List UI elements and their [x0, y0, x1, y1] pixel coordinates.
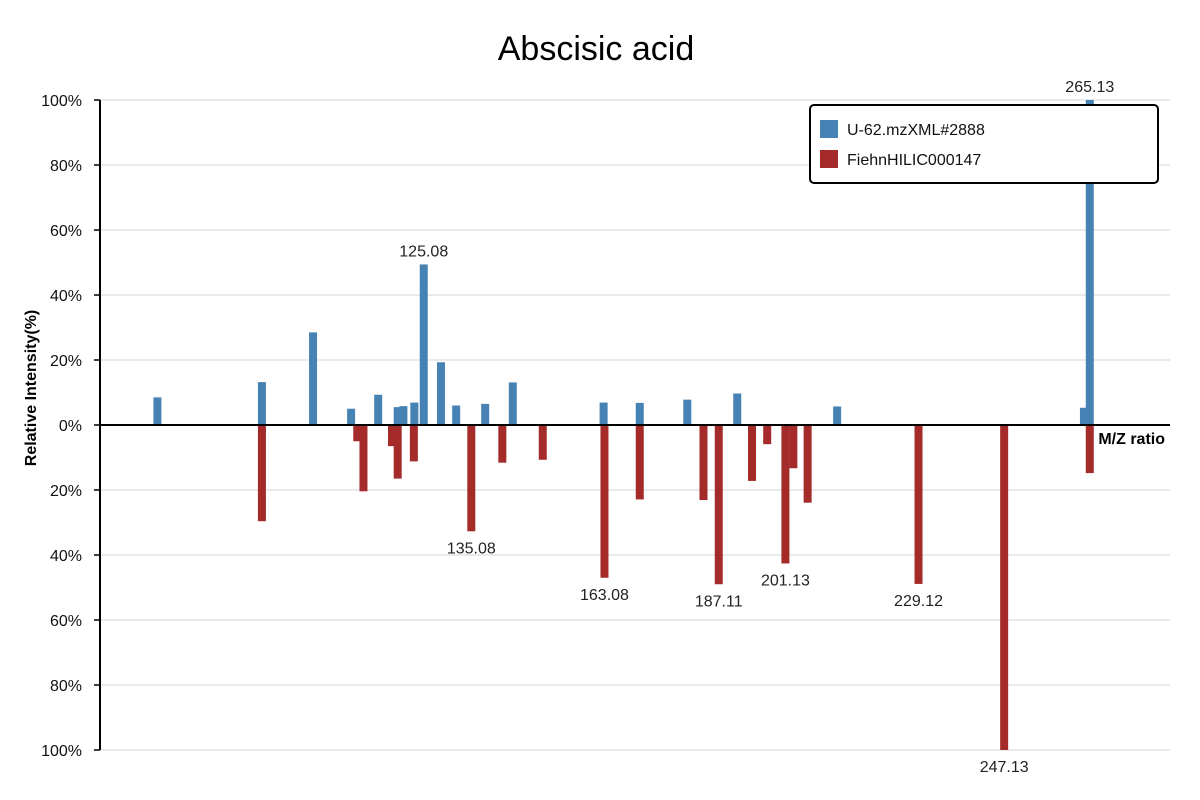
bar-top — [436, 362, 445, 425]
bar-bottom — [914, 425, 923, 584]
bar-bottom — [1085, 425, 1094, 474]
bar-top — [347, 408, 356, 425]
bar-top — [1085, 100, 1094, 425]
bar-bottom — [714, 425, 723, 585]
axes — [99, 100, 1170, 750]
bar-top — [481, 403, 490, 425]
y-axis-ticks: 100% 80% 60% 40% 20% 0% 20% 40% 60% 80% 100% — [41, 93, 100, 760]
bar-bottom — [699, 425, 708, 501]
y-tick-label: 80% — [50, 678, 82, 695]
peak-label: 125.08 — [399, 243, 448, 260]
bar-top — [733, 393, 742, 425]
y-tick-label: 100% — [41, 93, 82, 110]
bar-bottom — [747, 425, 756, 481]
bar-top — [393, 407, 402, 425]
peak-label: 247.13 — [980, 759, 1029, 776]
bar-top — [635, 402, 644, 425]
bar-top — [257, 382, 266, 425]
bar-top — [1079, 407, 1088, 425]
bar-top — [452, 405, 461, 425]
peak-label: 265.13 — [1065, 79, 1114, 96]
legend-box — [809, 104, 1159, 184]
bar-top — [833, 406, 842, 425]
bar-bottom — [600, 425, 609, 578]
y-tick-label: 20% — [50, 483, 82, 500]
peak-label: 229.12 — [894, 593, 943, 610]
bar-top — [508, 382, 517, 425]
bar-bottom — [498, 425, 507, 463]
y-tick-label: 40% — [50, 288, 82, 305]
bar-bottom — [781, 425, 790, 564]
peak-label: 187.11 — [695, 593, 743, 610]
y-tick-label: 0% — [59, 418, 82, 435]
peak-label: 201.13 — [761, 572, 810, 589]
peak-label: 135.08 — [447, 540, 496, 557]
legend-swatch-bottom — [820, 150, 838, 168]
bar-top — [399, 406, 408, 425]
bar-top — [683, 399, 692, 425]
bar-bottom — [538, 425, 547, 460]
bar-bottom — [257, 425, 266, 522]
peak-labels: 125.08 265.13 135.08 163.08 187.11 201.13 229.… — [399, 79, 1114, 776]
bar-top — [599, 402, 608, 425]
bar-bottom — [467, 425, 476, 532]
bar-bottom — [387, 425, 396, 447]
bar-bottom — [763, 425, 772, 445]
bar-bottom — [393, 425, 402, 479]
y-tick-label: 80% — [50, 158, 82, 175]
bar-bottom — [359, 425, 368, 492]
legend-label-top: U-62.mzXML#2888 — [847, 122, 985, 139]
legend: U-62.mzXML#2888 FiehnHILIC000147 — [809, 104, 1159, 184]
bar-bottom — [803, 425, 812, 503]
bar-top — [153, 397, 162, 425]
x-axis-title: M/Z ratio — [1098, 431, 1165, 448]
y-tick-label: 100% — [41, 743, 82, 760]
bar-top — [374, 394, 383, 425]
y-tick-label: 20% — [50, 353, 82, 370]
bar-bottom — [635, 425, 644, 500]
bar-bottom — [353, 425, 362, 442]
y-tick-label: 60% — [50, 613, 82, 630]
bar-top — [419, 264, 428, 425]
y-tick-label: 40% — [50, 548, 82, 565]
legend-label-bottom: FiehnHILIC000147 — [847, 152, 981, 169]
bar-top — [309, 332, 318, 425]
y-axis-title: Relative Intensity(%) — [23, 310, 40, 466]
bars — [153, 100, 1094, 750]
y-tick-label: 60% — [50, 223, 82, 240]
bar-bottom — [1000, 425, 1009, 750]
gridlines — [100, 99, 1170, 751]
bar-top — [410, 402, 419, 425]
chart-title: Abscisic acid — [498, 30, 695, 68]
bar-bottom — [789, 425, 798, 469]
bar-bottom — [409, 425, 418, 462]
legend-swatch-top — [820, 120, 838, 138]
peak-label: 163.08 — [580, 587, 629, 604]
